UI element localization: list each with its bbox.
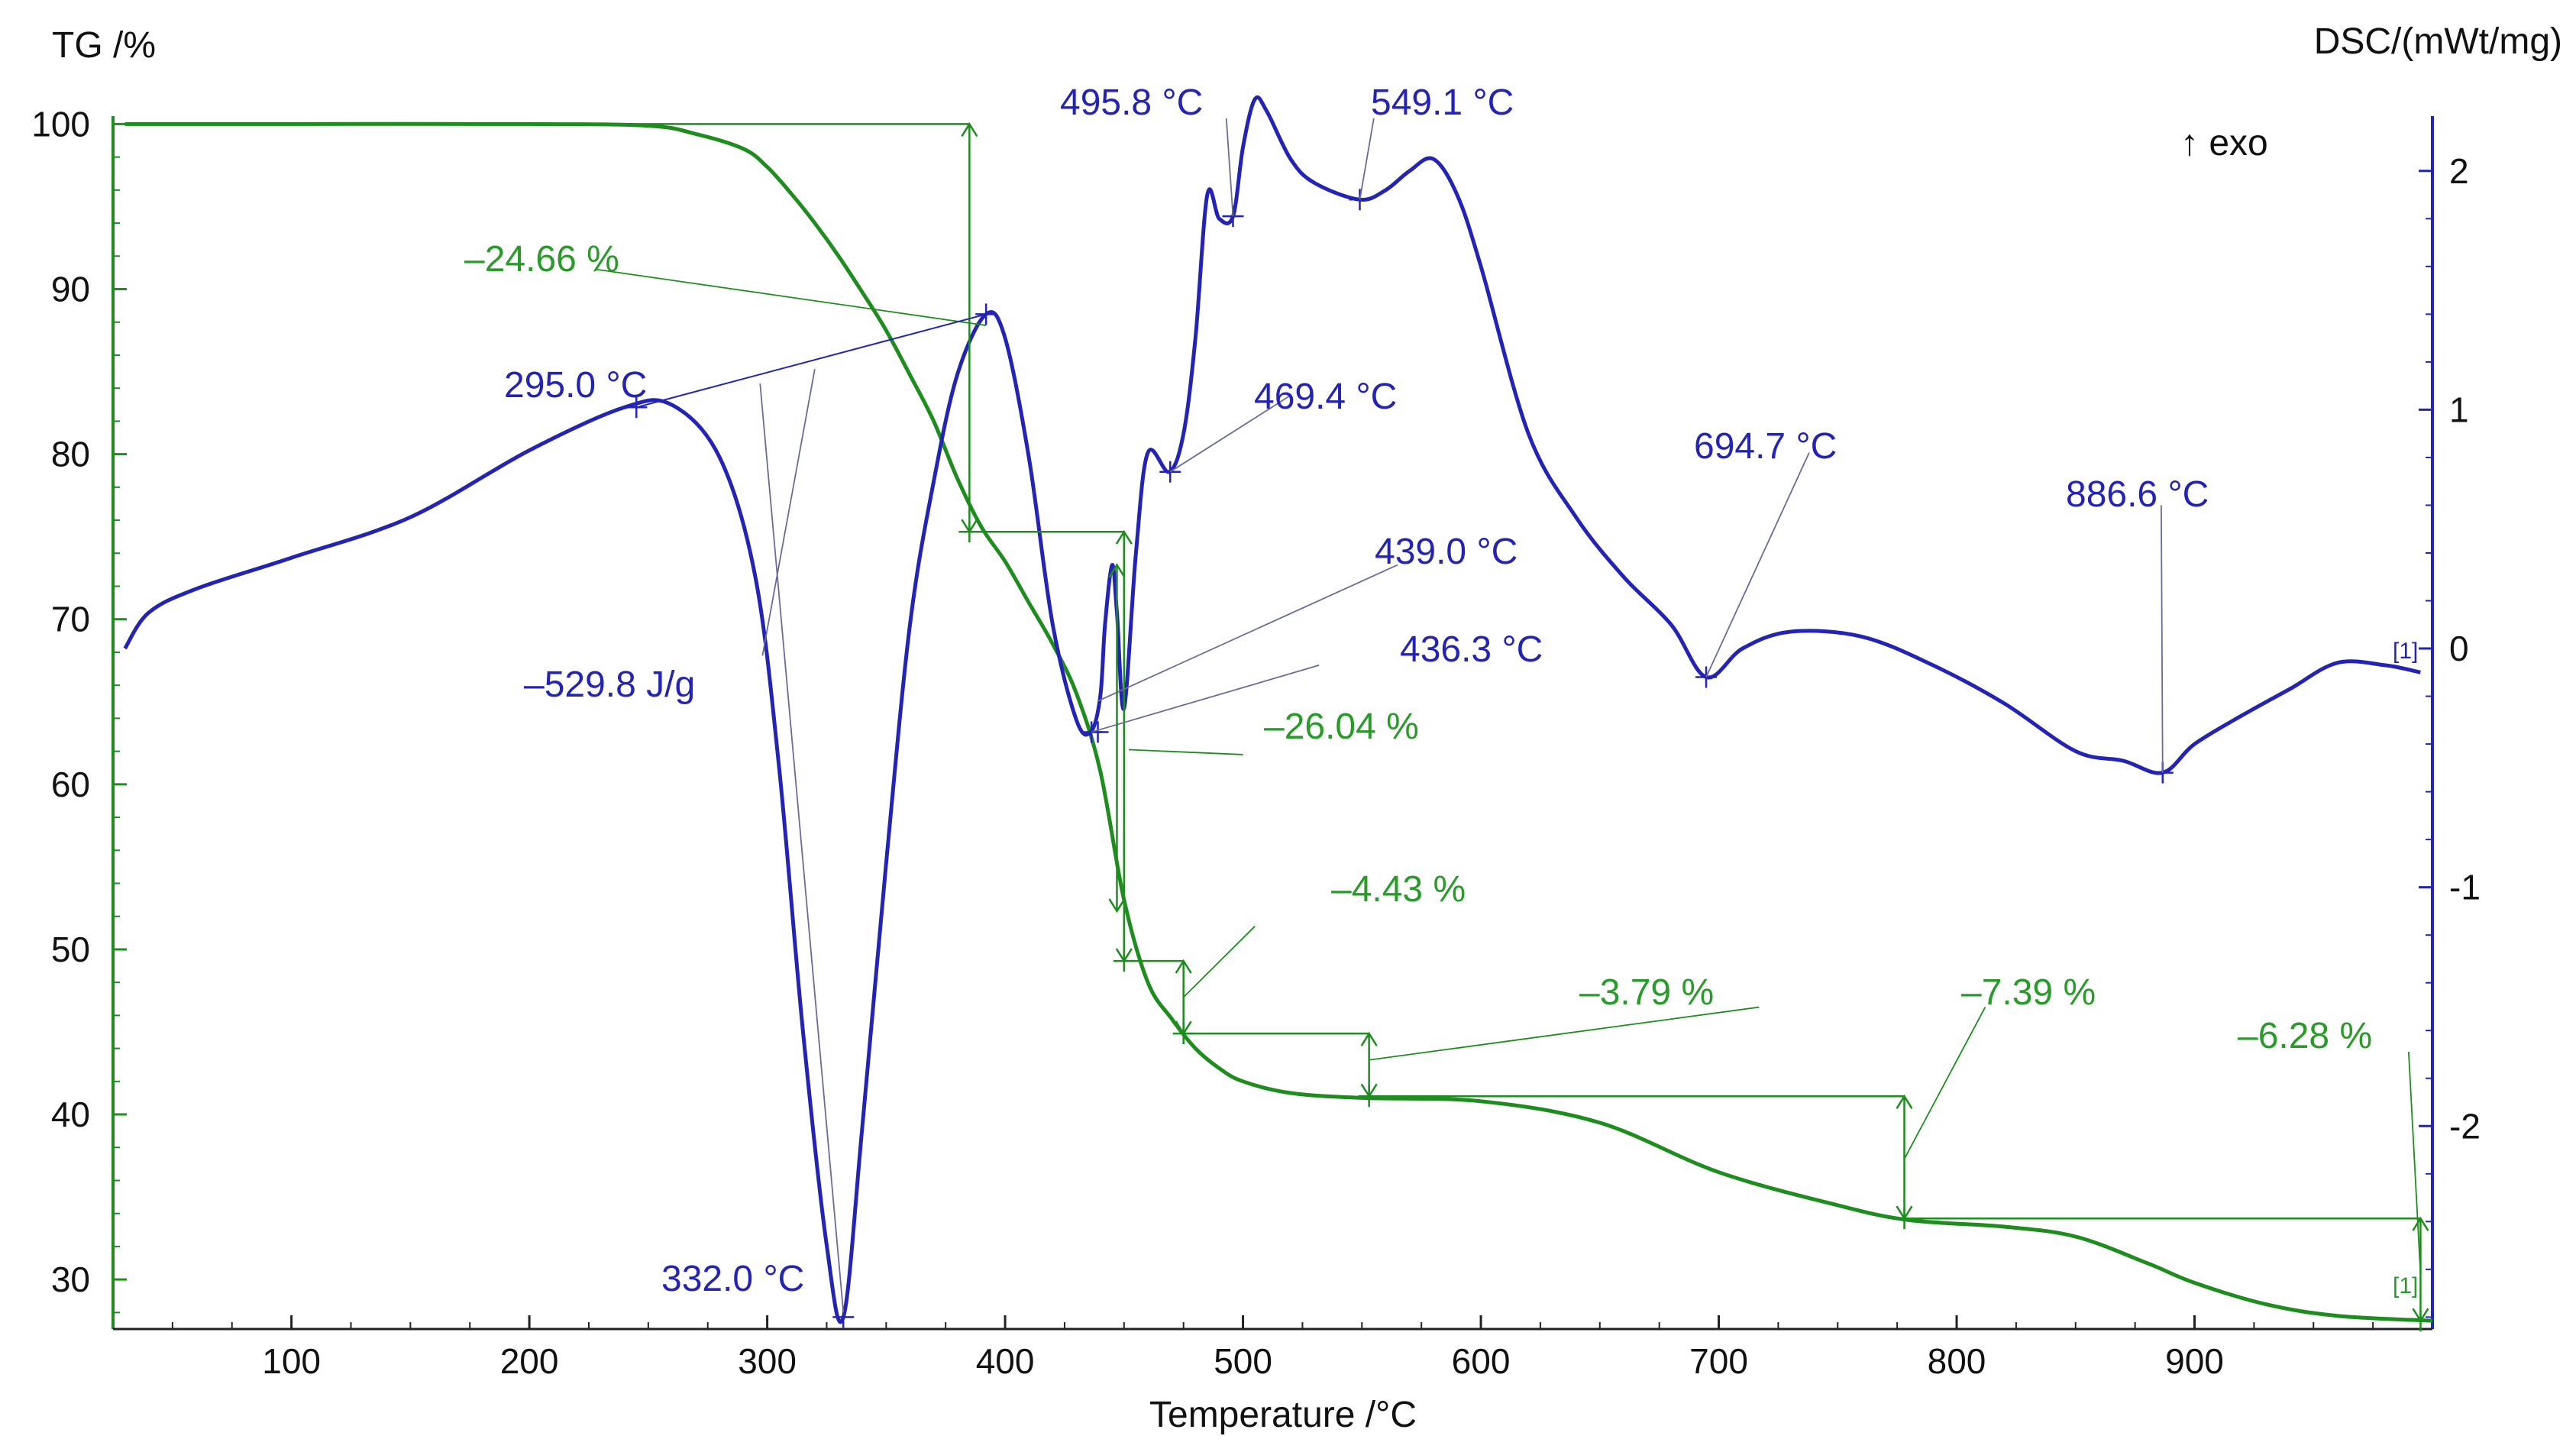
tg-step-arrow-head	[1115, 529, 1133, 545]
tg-end-marker: [1]	[2393, 1273, 2418, 1298]
y-left-tick-label: 40	[51, 1095, 90, 1134]
y-left-tick-label: 30	[51, 1260, 90, 1299]
x-tick-label: 800	[1928, 1341, 1986, 1381]
x-tick-label: 100	[262, 1341, 321, 1381]
tg-leader-3-79	[1369, 1006, 1760, 1061]
x-tick-label: 300	[738, 1341, 797, 1381]
exo-label: ↑ exo	[2180, 123, 2268, 163]
y-right-tick-label: -2	[2449, 1106, 2481, 1146]
tg-leader-7-39	[1903, 1007, 1986, 1159]
dsc-leader-495	[1225, 118, 1234, 217]
tg-curve	[124, 121, 2433, 1323]
dsc-label-694: 694.7 °C	[1694, 426, 1837, 467]
y-left-axis-title: TG /%	[52, 25, 156, 66]
x-tick-label: 500	[1214, 1341, 1272, 1381]
tg-leader-24-66	[596, 268, 987, 326]
y-right-tick-label: 0	[2449, 629, 2469, 668]
dsc-step-arrow-head	[1108, 898, 1126, 914]
dsc-leader-549	[1359, 118, 1375, 200]
dsc-label-436: 436.3 °C	[1400, 629, 1543, 670]
y-right-tick-label: -1	[2449, 868, 2481, 907]
dsc-label-332: 332.0 °C	[661, 1259, 804, 1299]
dsc-label-495: 495.8 °C	[1060, 82, 1203, 123]
plot-frame: 100 200 300 400 500 600 700 800 9003040506070809…	[31, 104, 2481, 1381]
tg-leader-26-04	[1129, 749, 1243, 755]
dsc-curve	[123, 95, 2421, 1324]
x-tick-label: 200	[500, 1341, 559, 1381]
tg-step-arrow-head	[1360, 1031, 1378, 1046]
tg-label-7-39: –7.39 %	[1961, 972, 2096, 1013]
y-left-tick-label: 70	[51, 600, 90, 639]
y-left-tick-label: 90	[51, 270, 90, 309]
y-right-tick-label: 1	[2449, 390, 2469, 429]
tg-label-4-43: –4.43 %	[1331, 869, 1466, 910]
x-axis-title: Temperature /°C	[1149, 1395, 1417, 1435]
dsc-leader-469	[1169, 394, 1291, 473]
dsc-integration-line	[759, 383, 845, 1313]
tg-leader-6-28	[2407, 1051, 2422, 1275]
dsc-step-arrow-head	[1108, 563, 1126, 578]
dsc-leader-enthalpy	[761, 369, 816, 656]
dsc-leader-886	[2161, 505, 2164, 773]
dsc-label-469: 469.4 °C	[1254, 377, 1397, 417]
data-curves	[123, 95, 2433, 1324]
tg-step-arrow-head	[1896, 1094, 1913, 1109]
dsc-end-marker: [1]	[2393, 639, 2418, 664]
y-left-tick-label: 80	[51, 435, 90, 474]
x-tick-label: 900	[2165, 1341, 2224, 1381]
dsc-baseline	[636, 313, 987, 409]
tg-step-arrow-head	[961, 122, 978, 137]
y-left-tick-label: 100	[31, 104, 90, 144]
y-right-axis-title: DSC/(mWt/mg)	[2314, 21, 2562, 62]
y-left-tick-label: 60	[51, 765, 90, 804]
tg-label-3-79: –3.79 %	[1579, 972, 1714, 1013]
dsc-label-295: 295.0 °C	[504, 365, 647, 406]
dsc-leader-694	[1705, 452, 1810, 677]
tg-leader-4-43	[1183, 926, 1256, 998]
dsc-leader-436	[1091, 665, 1320, 733]
dsc-leader-439	[1097, 564, 1398, 702]
dsc-label-enthalpy: –529.8 J/g	[524, 665, 695, 705]
tg-label-6-28: –6.28 %	[2238, 1016, 2372, 1056]
x-tick-label: 700	[1689, 1341, 1748, 1381]
dsc-label-439: 439.0 °C	[1375, 532, 1517, 572]
y-right-tick-label: 2	[2449, 151, 2469, 191]
dsc-label-886: 886.6 °C	[2066, 474, 2209, 515]
dsc-label-549: 549.1 °C	[1371, 82, 1514, 123]
tg-label-26-04: –26.04 %	[1264, 707, 1419, 747]
tg-step-arrow-head	[2412, 1216, 2429, 1231]
x-tick-label: 400	[976, 1341, 1035, 1381]
tg-step-arrow-head	[1175, 959, 1192, 974]
annotations	[124, 118, 2432, 1332]
x-tick-label: 600	[1452, 1341, 1511, 1381]
y-left-tick-label: 50	[51, 930, 90, 969]
tg-label-24-66: –24.66 %	[464, 239, 619, 280]
